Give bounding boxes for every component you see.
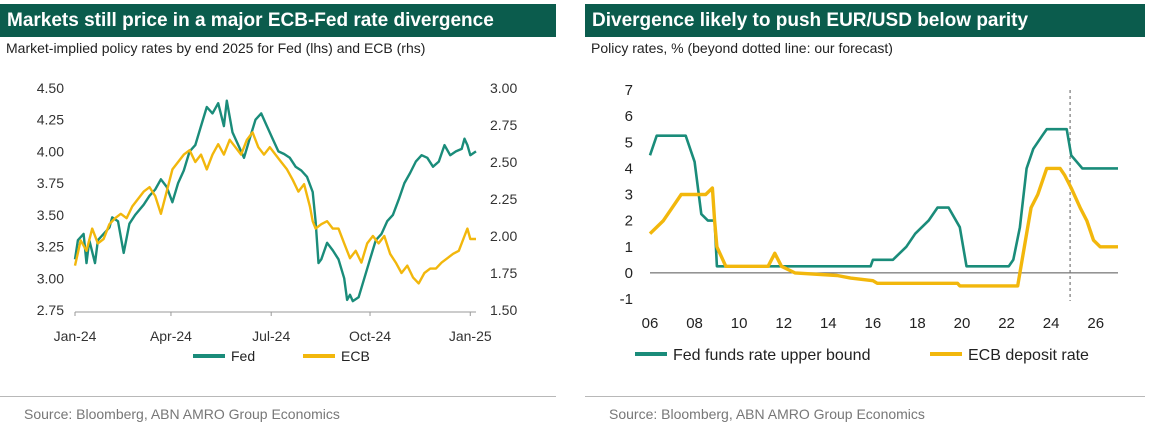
y-right-tick-label: 2.25	[490, 191, 517, 207]
y-tick-label: 2	[625, 213, 633, 230]
x-tick-label: 18	[909, 315, 926, 332]
x-tick-label: 26	[1087, 315, 1104, 332]
series-line-ecb	[73, 131, 476, 285]
y-tick-label: 3	[625, 187, 633, 204]
left-chart-plot: 4.50 4.25 4.00 3.75 3.50 3.25 3.00 2.75 3.00 2.75…	[37, 80, 518, 364]
y-left-tick-label: 4.25	[37, 112, 64, 128]
right-chart-title: Divergence likely to push EUR/USD below …	[585, 4, 1145, 37]
y-right-tick-label: 2.50	[490, 154, 517, 170]
right-divider	[585, 396, 1145, 397]
x-tick-label: 06	[642, 315, 659, 332]
y-right-tick-label: 1.75	[490, 265, 517, 281]
y-right-tick-label: 2.00	[490, 228, 517, 244]
x-tick-label: Apr-24	[150, 328, 192, 344]
x-tick-label: 16	[865, 315, 882, 332]
y-tick-label: 4	[625, 160, 633, 177]
y-tick-label: 0	[625, 265, 633, 282]
legend-label: ECB deposit rate	[968, 347, 1089, 364]
y-tick-label: 7	[625, 82, 633, 99]
y-right-tick-label: 3.00	[490, 80, 517, 96]
right-source-note: Source: Bloomberg, ABN AMRO Group Econom…	[609, 406, 925, 422]
y-left-tick-label: 3.75	[37, 175, 64, 191]
right-chart-panel: Divergence likely to push EUR/USD below …	[585, 0, 1149, 425]
y-left-tick-label: 4.50	[37, 80, 64, 96]
y-right-tick-label: 2.75	[490, 117, 517, 133]
x-tick-label: 20	[954, 315, 971, 332]
x-tick-label: Jan-24	[54, 328, 97, 344]
y-tick-label: 6	[625, 108, 633, 125]
x-tick-label: Jul-24	[252, 328, 290, 344]
y-left-tick-label: 3.00	[37, 270, 64, 286]
left-chart-panel: Markets still price in a major ECB-Fed r…	[0, 0, 560, 425]
x-tick-label: 12	[775, 315, 792, 332]
y-tick-label: -1	[620, 291, 633, 308]
x-tick-label: 14	[820, 315, 837, 332]
y-left-tick-label: 3.50	[37, 207, 64, 223]
legend-label: Fed	[231, 348, 255, 364]
x-tick-label: 08	[686, 315, 703, 332]
left-chart-title: Markets still price in a major ECB-Fed r…	[0, 4, 556, 37]
legend-label: ECB	[341, 348, 370, 364]
left-divider	[0, 396, 556, 397]
x-tick-label: 10	[731, 315, 748, 332]
series-line-ecb	[648, 166, 1118, 288]
x-tick-label: Jan-25	[449, 328, 492, 344]
series-line-fed	[648, 127, 1118, 268]
left-chart-subtitle: Market-implied policy rates by end 2025 …	[6, 40, 426, 56]
y-left-tick-label: 3.25	[37, 239, 64, 255]
y-left-tick-label: 2.75	[37, 302, 64, 318]
y-left-tick-label: 4.00	[37, 143, 64, 159]
x-tick-label: Oct-24	[349, 328, 391, 344]
left-source-note: Source: Bloomberg, ABN AMRO Group Econom…	[24, 406, 340, 422]
x-tick-label: 24	[1043, 315, 1060, 332]
right-chart-subtitle: Policy rates, % (beyond dotted line: our…	[591, 40, 893, 56]
y-right-tick-label: 1.50	[490, 302, 517, 318]
y-tick-label: 1	[625, 239, 633, 256]
x-tick-label: 22	[998, 315, 1015, 332]
legend-label: Fed funds rate upper bound	[673, 347, 870, 364]
series-line-fed	[73, 99, 477, 303]
y-tick-label: 5	[625, 134, 633, 151]
